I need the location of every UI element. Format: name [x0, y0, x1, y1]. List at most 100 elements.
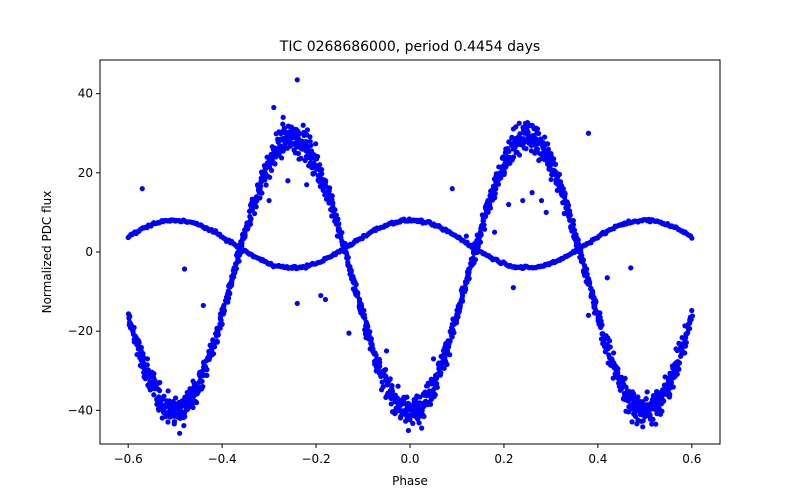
- data-point: [668, 379, 675, 386]
- y-tick-label: −20: [68, 324, 93, 338]
- data-point: [585, 130, 592, 136]
- data-point: [542, 134, 548, 140]
- data-point: [251, 210, 258, 217]
- data-point: [347, 263, 353, 270]
- data-point: [231, 274, 237, 280]
- data-point: [247, 221, 254, 227]
- data-point: [131, 324, 137, 331]
- x-tick-label: 0.6: [682, 452, 701, 466]
- data-point: [640, 418, 646, 424]
- data-point: [236, 258, 242, 264]
- data-point: [257, 195, 263, 201]
- data-point: [271, 104, 277, 111]
- data-point: [659, 408, 665, 414]
- data-point: [225, 295, 232, 301]
- y-axis-label: Normalized PDC flux: [40, 191, 54, 314]
- data-point: [626, 409, 632, 415]
- x-tick-label: 0.0: [400, 452, 419, 466]
- data-point: [478, 232, 484, 238]
- data-point: [181, 410, 188, 416]
- data-point: [653, 421, 659, 427]
- data-point: [567, 217, 573, 223]
- data-point: [575, 237, 581, 243]
- data-point: [650, 416, 656, 422]
- data-point: [298, 155, 304, 161]
- data-point: [204, 372, 210, 378]
- data-point: [330, 200, 336, 206]
- data-point: [272, 161, 278, 167]
- data-point: [319, 171, 325, 177]
- data-point: [282, 141, 288, 147]
- data-point: [210, 351, 217, 357]
- data-point: [628, 265, 634, 271]
- data-point: [181, 266, 188, 272]
- data-point: [565, 202, 572, 208]
- data-point: [405, 427, 412, 434]
- data-point: [388, 401, 394, 407]
- data-point: [477, 239, 484, 245]
- data-point: [221, 308, 227, 314]
- data-point: [362, 315, 368, 321]
- data-point: [491, 229, 498, 235]
- data-point: [688, 317, 694, 323]
- data-point: [495, 181, 502, 187]
- data-point: [597, 310, 603, 316]
- x-tick-label: −0.6: [114, 452, 143, 466]
- data-point: [584, 266, 590, 272]
- x-axis-label: Phase: [392, 474, 428, 488]
- y-tick-label: −40: [68, 403, 93, 417]
- data-point: [643, 396, 649, 402]
- data-point: [280, 121, 286, 127]
- data-point: [441, 365, 447, 371]
- data-point: [546, 163, 552, 169]
- data-point: [459, 298, 466, 304]
- data-point: [358, 301, 364, 307]
- data-point: [165, 388, 171, 394]
- data-point: [204, 367, 210, 373]
- data-point: [307, 134, 313, 140]
- data-point: [336, 221, 342, 227]
- data-point: [355, 290, 361, 296]
- data-point: [311, 170, 317, 176]
- data-point: [622, 375, 628, 381]
- data-point: [383, 366, 389, 373]
- data-point: [147, 374, 153, 380]
- data-point: [434, 380, 440, 387]
- data-point: [492, 195, 498, 201]
- chart-title: TIC 0268686000, period 0.4454 days: [279, 39, 540, 55]
- data-point: [379, 379, 385, 385]
- data-point: [598, 318, 604, 324]
- data-point: [683, 339, 689, 346]
- x-tick-label: 0.2: [494, 452, 513, 466]
- data-point: [383, 348, 390, 354]
- data-point: [552, 161, 559, 167]
- data-point: [497, 174, 503, 180]
- data-point: [361, 307, 367, 314]
- data-point: [463, 281, 469, 287]
- data-point: [421, 413, 427, 420]
- data-point: [285, 178, 291, 184]
- data-point: [446, 344, 452, 350]
- data-point: [335, 216, 341, 222]
- data-point: [606, 338, 613, 344]
- data-point: [676, 366, 682, 372]
- data-point: [304, 127, 311, 133]
- data-point: [466, 275, 472, 282]
- data-point: [177, 430, 183, 436]
- data-point: [139, 186, 145, 192]
- data-point: [635, 394, 641, 400]
- data-point: [567, 211, 573, 217]
- data-point: [451, 330, 457, 336]
- data-point: [506, 148, 512, 155]
- data-point: [165, 419, 171, 425]
- data-point: [157, 388, 163, 394]
- data-point: [385, 381, 391, 387]
- data-point: [631, 391, 637, 397]
- data-point: [646, 409, 652, 416]
- data-point: [215, 329, 221, 335]
- y-tick-label: 0: [85, 245, 93, 259]
- data-point: [404, 394, 410, 400]
- data-point: [447, 338, 453, 344]
- data-point: [463, 233, 469, 239]
